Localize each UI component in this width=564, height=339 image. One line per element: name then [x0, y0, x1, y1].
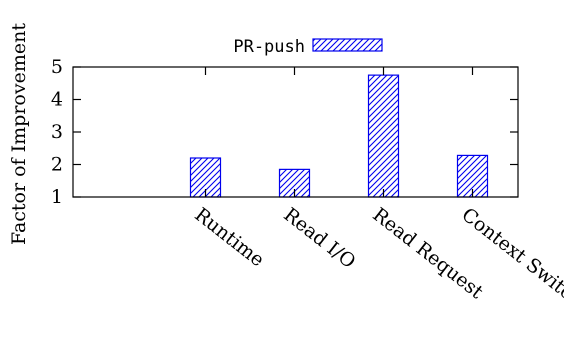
y-tick-label: 4	[51, 89, 63, 111]
legend-swatch	[312, 38, 383, 52]
plot-frame	[72, 66, 519, 198]
y-tick-label: 2	[51, 154, 63, 176]
y-axis-label: Factor of Improvement	[8, 23, 30, 245]
y-tick-label: 5	[51, 56, 63, 78]
x-tick-label: Read I/O	[279, 204, 359, 273]
bar-read-request	[367, 74, 400, 198]
y-tick-label: 3	[51, 121, 63, 143]
legend: PR-push	[233, 37, 383, 57]
y-tick-label: 1	[51, 186, 63, 208]
y-axis-ticks: 1 2 3 4 5	[51, 56, 518, 208]
x-tick-label: Runtime	[190, 204, 268, 272]
legend-label: PR-push	[233, 37, 305, 57]
bars	[189, 67, 489, 198]
